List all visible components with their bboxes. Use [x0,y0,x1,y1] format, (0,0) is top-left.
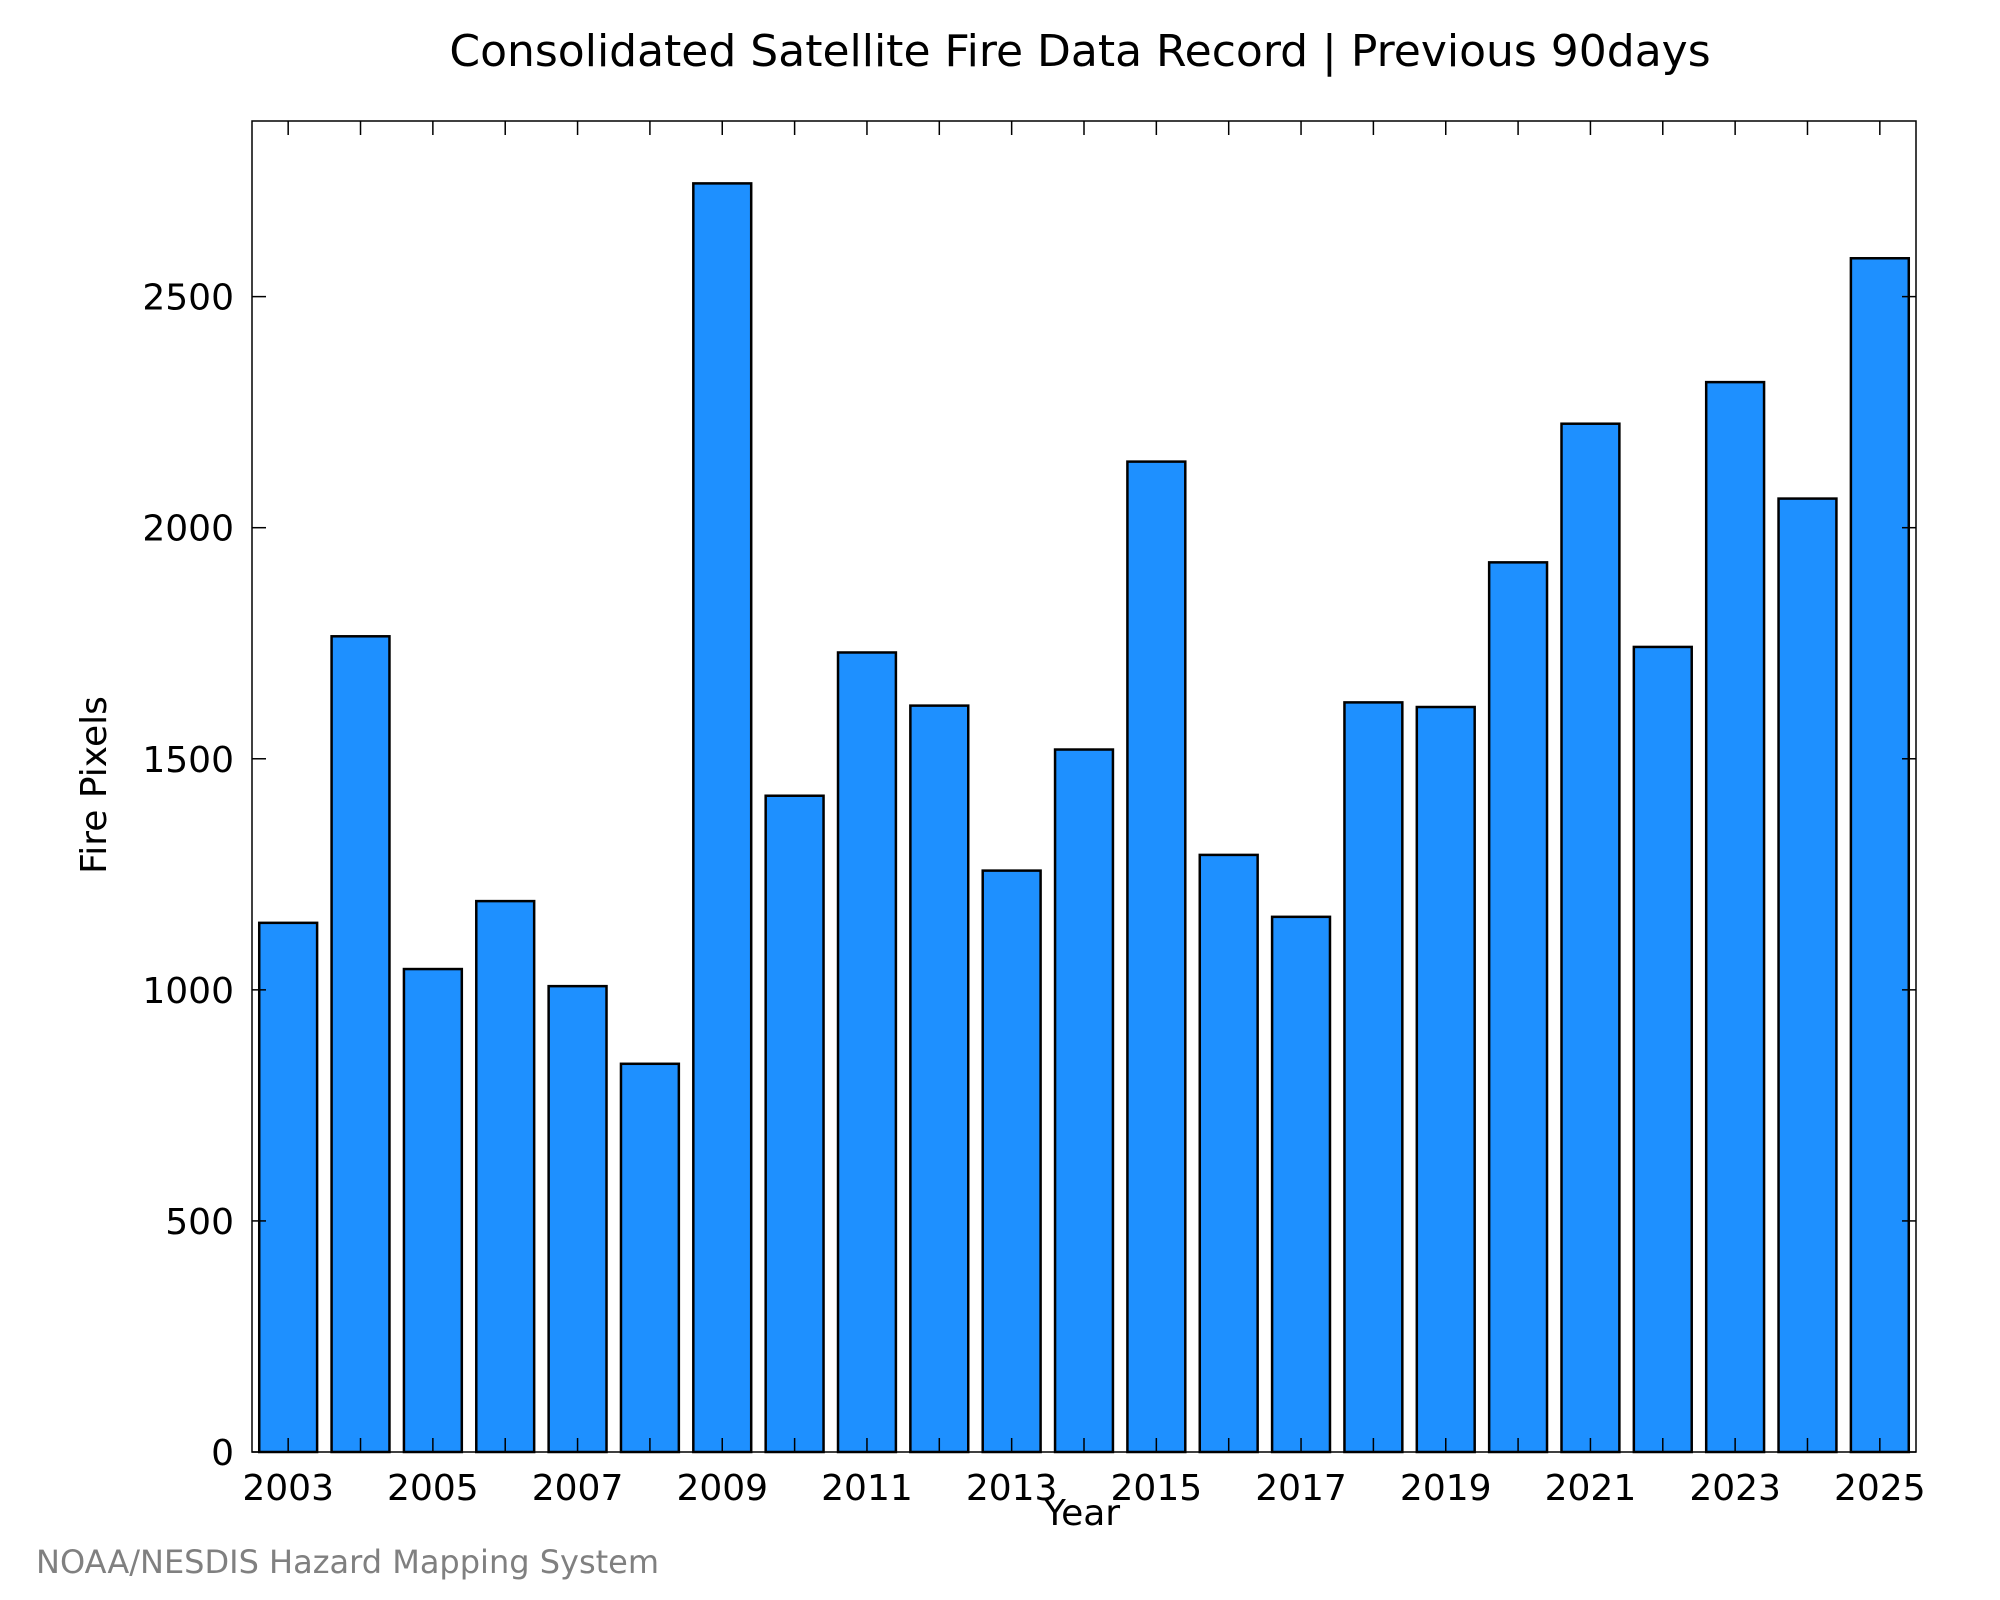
x-tick-label-2023: 2023 [1689,1468,1781,1509]
bar-2017 [1270,915,1332,1454]
ticks-group [252,121,1916,1453]
x-tick-label-2003: 2003 [242,1468,334,1509]
bar-2008 [619,1062,681,1454]
bar-2018 [1343,701,1404,1454]
x-tick-label-2007: 2007 [532,1468,624,1509]
bar-2004 [330,635,391,1454]
x-tick-label-2025: 2025 [1834,1468,1926,1509]
x-tick-label-2011: 2011 [821,1468,913,1509]
x-tick-label-2021: 2021 [1545,1468,1637,1509]
credit-text: NOAA/NESDIS Hazard Mapping System [36,1543,659,1581]
bar-2025 [1849,257,1911,1454]
bar-2012 [909,704,970,1454]
bar-2024 [1777,497,1838,1454]
bar-2022 [1632,645,1693,1454]
bar-2005 [402,967,464,1454]
bar-2003 [257,921,319,1454]
tick-labels-group: 0 500 1000 1500 2000 2500 2003 2005 2007 2009 2011… [142,278,1925,1509]
bar-2014 [1053,748,1115,1454]
bar-2009 [692,182,753,1454]
bar-2011 [836,651,898,1454]
bar-2019 [1415,705,1476,1454]
y-tick-label-0: 0 [211,1433,234,1474]
bar-2010 [764,794,825,1454]
y-tick-label-500: 500 [165,1202,234,1243]
x-tick-label-2009: 2009 [676,1468,768,1509]
bar-2021 [1560,422,1621,1454]
y-axis-label: Fire Pixels [74,696,115,874]
bars-group [257,182,1911,1454]
bar-2006 [475,899,536,1454]
bar-2020 [1487,561,1549,1454]
chart-title: Consolidated Satellite Fire Data Record … [449,26,1710,77]
x-tick-label-2019: 2019 [1400,1468,1492,1509]
x-axis-label: Year [1043,1493,1120,1534]
x-tick-label-2015: 2015 [1111,1468,1203,1509]
y-tick-label-2500: 2500 [142,278,234,319]
y-tick-label-1500: 1500 [142,740,234,781]
bar-2015 [1126,460,1187,1454]
x-tick-label-2017: 2017 [1255,1468,1347,1509]
x-tick-label-2005: 2005 [387,1468,479,1509]
bar-2013 [981,869,1042,1454]
bar-2023 [1704,380,1766,1454]
x-tick-label-2013: 2013 [966,1468,1058,1509]
y-tick-label-1000: 1000 [142,971,234,1012]
bar-2007 [547,984,608,1454]
bar-2016 [1198,853,1259,1454]
y-tick-label-2000: 2000 [142,509,234,550]
